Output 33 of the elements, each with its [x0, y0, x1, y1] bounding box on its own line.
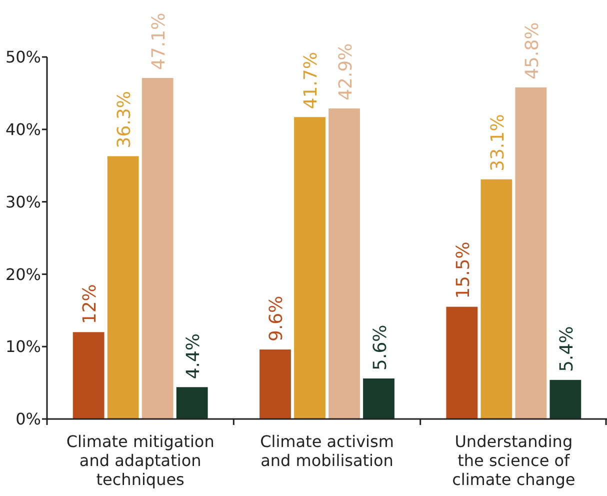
bar	[72, 332, 104, 419]
bar	[363, 378, 394, 419]
data-label: 15.5%	[452, 242, 474, 299]
y-tick-label: 10%	[5, 337, 41, 356]
bar	[176, 387, 208, 419]
bar	[480, 179, 512, 419]
bar	[107, 156, 139, 419]
data-label: 9.6%	[266, 296, 288, 342]
data-label: 36.3%	[114, 91, 136, 148]
bar	[142, 78, 174, 419]
data-label: 5.4%	[556, 326, 578, 372]
bar	[260, 349, 291, 419]
data-label: 47.1%	[148, 12, 170, 70]
data-label: 4.4%	[183, 333, 204, 380]
y-tick-label: 30%	[5, 192, 41, 212]
y-tick-label: 50%	[5, 48, 41, 67]
bar	[328, 108, 360, 419]
data-label: 41.7%	[300, 52, 322, 110]
bar	[550, 380, 582, 419]
bar	[294, 117, 326, 419]
data-label: 5.6%	[370, 324, 391, 370]
bar	[515, 87, 547, 419]
data-label: 45.8%	[522, 22, 543, 80]
data-label: 42.9%	[335, 43, 356, 100]
y-tick-label: 20%	[5, 264, 41, 284]
data-label: 12%	[80, 284, 101, 324]
y-tick-label: 40%	[5, 120, 41, 139]
y-tick-label: 0%	[16, 410, 41, 429]
bar	[446, 306, 478, 419]
x-tick-label: Climate activism and mobilisation	[260, 432, 394, 470]
x-tick-label: Climate mitigation and adaptation techniques	[66, 432, 214, 489]
x-tick-label: Understanding the science of climate change	[452, 432, 576, 489]
data-label: 33.1%	[487, 114, 508, 172]
